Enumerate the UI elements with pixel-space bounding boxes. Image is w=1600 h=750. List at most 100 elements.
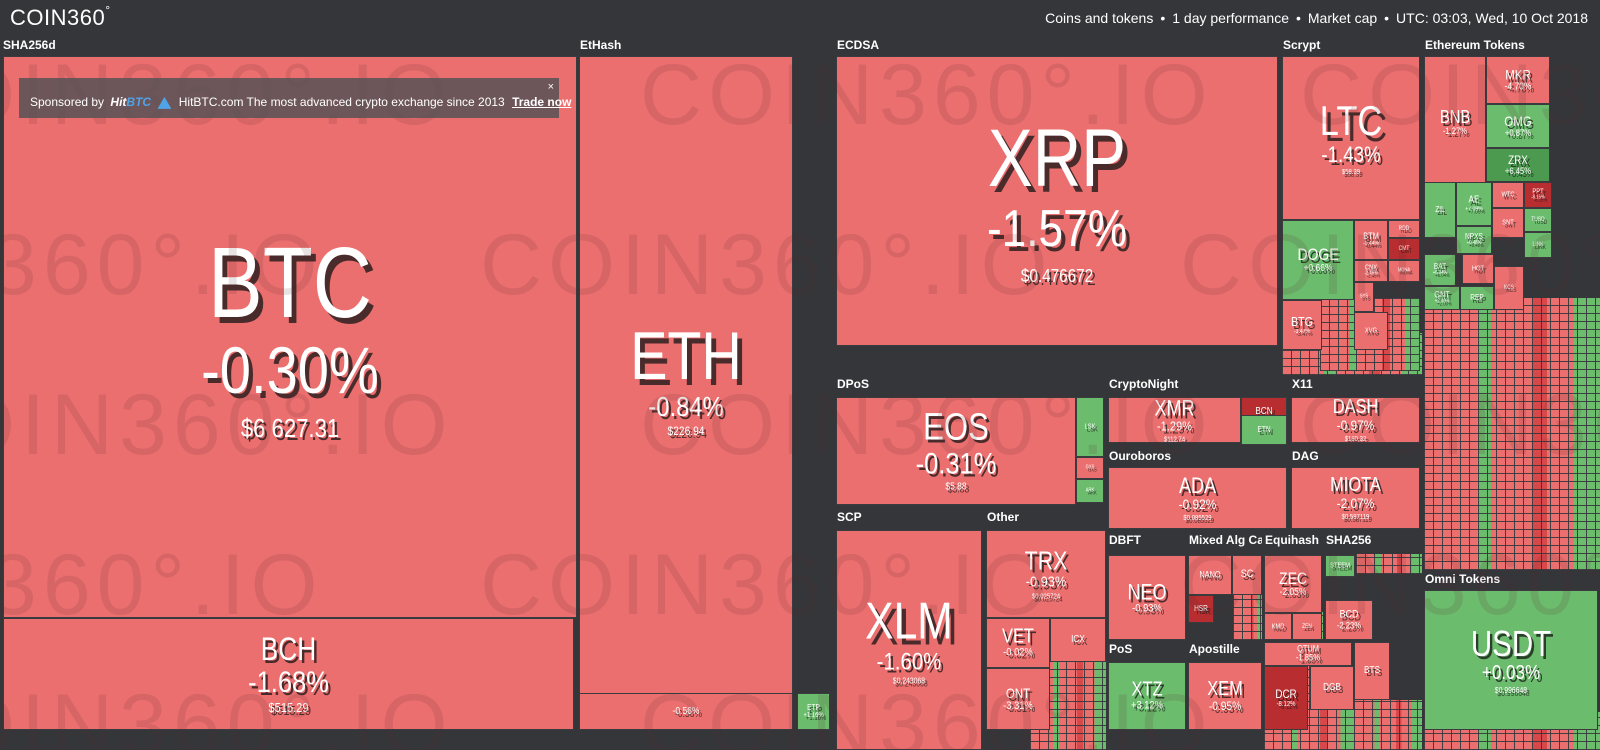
group-label[interactable]: EtHash: [580, 38, 622, 52]
coin-tile-sys[interactable]: SYS: [1354, 282, 1374, 312]
group-label[interactable]: ECDSA: [837, 38, 880, 52]
coin-tile-steem[interactable]: STEEM: [1325, 555, 1355, 577]
coin-tile-dcr[interactable]: DCR -8.12%: [1264, 666, 1308, 730]
group-label[interactable]: SHA256d: [3, 38, 56, 52]
coin-tile-rep[interactable]: REP: [1460, 286, 1494, 310]
coin-tile-ont[interactable]: ONT -3.31%: [986, 668, 1050, 730]
group-label[interactable]: DAG: [1292, 449, 1319, 463]
coin-tile-mkr[interactable]: MKR -4.70%: [1486, 56, 1550, 104]
coin-tile-ltc[interactable]: LTC -1.43% $58.39: [1282, 56, 1420, 220]
coin-tile-vet[interactable]: VET -0.02%: [986, 618, 1050, 668]
coin-tile-etp[interactable]: ETP +1.16%: [797, 693, 830, 730]
coin-tile-sc[interactable]: SC: [1232, 555, 1262, 595]
coin-tile-ppt[interactable]: PPT -8.15%: [1524, 182, 1552, 208]
coins-filter[interactable]: Coins and tokens: [1045, 10, 1154, 26]
coin-tile-neo[interactable]: NEO -0.93%: [1108, 555, 1186, 640]
coin-tile-btm[interactable]: BTM -0.44%: [1354, 220, 1388, 260]
group-label[interactable]: SHA256: [1326, 533, 1372, 547]
coin-tile-btc[interactable]: BTC -0.30% $6 627.31: [3, 56, 577, 618]
coin-symbol: BTM: [1363, 231, 1379, 242]
coin-tile-npxs[interactable]: NPXS +0.48%: [1456, 226, 1492, 254]
coin-tile-etc[interactable]: ETC-0.56%: [579, 693, 793, 730]
coin-tile-xtz[interactable]: XTZ +3.12%: [1108, 662, 1186, 730]
coin-tile-eth[interactable]: ETH -0.84% $226.94: [579, 56, 793, 702]
coin-tile-etn[interactable]: ETN: [1241, 415, 1287, 445]
coin-change: -4.70%: [1504, 81, 1532, 93]
coin-tile-btg[interactable]: BTG -3.47%: [1282, 300, 1322, 350]
coin-tile-tusd[interactable]: TUSD: [1524, 208, 1552, 232]
group-label[interactable]: Apostille: [1189, 642, 1240, 656]
coin-tile-dash[interactable]: DASH -0.97% $180.32: [1291, 397, 1420, 443]
coin-label: XEM -0.95%: [1189, 679, 1261, 713]
coin-tile-hsr[interactable]: HSR: [1188, 595, 1214, 623]
group-label[interactable]: CryptoNight: [1109, 377, 1179, 391]
small-coin-mosaic[interactable]: [1354, 700, 1422, 750]
group-label[interactable]: Mixed Alg Cat: [1189, 533, 1268, 547]
coin360-logo[interactable]: COIN360°: [10, 3, 111, 31]
coin-tile-cmt[interactable]: CMT: [1388, 238, 1420, 260]
coin-tile-bch[interactable]: BCH -1.68% $515.29: [3, 618, 574, 730]
coin-tile-rdd[interactable]: RDD: [1388, 220, 1420, 238]
coin-tile-hot[interactable]: HOT: [1462, 254, 1494, 284]
coin-tile-xrp[interactable]: XRP -1.57% $0.476672: [836, 56, 1278, 346]
coin-tile-bts[interactable]: BTS: [1354, 642, 1390, 700]
coin-tile-cnx[interactable]: CNX -2.45%: [1354, 260, 1388, 282]
small-coin-mosaic[interactable]: [1356, 554, 1422, 574]
trade-now-link[interactable]: Trade now: [512, 95, 572, 109]
coin-tile-xem[interactable]: XEM -0.95%: [1188, 662, 1262, 730]
coin-tile-eos[interactable]: EOS -0.31% $5.88: [836, 397, 1076, 505]
coin-tile-zrx[interactable]: ZRX +6.45%: [1486, 148, 1550, 182]
coin-tile-link[interactable]: LINK: [1524, 232, 1552, 258]
small-coin-mosaic[interactable]: [1424, 298, 1600, 570]
coin-tile-bnb[interactable]: BNB -1.27%: [1424, 56, 1486, 188]
coin-price: $6 627.31: [240, 413, 340, 444]
coin-tile-snt[interactable]: SNT: [1492, 208, 1524, 238]
coin-tile-lsk[interactable]: LSK: [1076, 397, 1104, 457]
coin-tile-usdt[interactable]: USDT +0.03% $0.996648: [1424, 590, 1598, 730]
group-label[interactable]: Equihash: [1265, 533, 1320, 547]
coin-tile-omg[interactable]: OMG +0.87%: [1486, 104, 1550, 148]
group-label[interactable]: PoS: [1109, 642, 1133, 656]
group-label[interactable]: Omni Tokens: [1425, 572, 1501, 586]
metric-filter[interactable]: Market cap: [1307, 10, 1378, 26]
coin-tile-trx[interactable]: TRX -0.93% $0.025724: [986, 530, 1106, 618]
coin-price: $180.32: [1344, 435, 1367, 443]
group-label[interactable]: Ouroboros: [1109, 449, 1171, 463]
group-label[interactable]: SCP: [837, 510, 862, 524]
coin-tile-ae[interactable]: AE +7.09%: [1456, 182, 1492, 226]
coin-tile-mona[interactable]: MONA: [1388, 260, 1420, 282]
coin-tile-xmr[interactable]: XMR -1.29% $112.74: [1108, 397, 1241, 443]
coin-tile-zil[interactable]: ZIL: [1424, 182, 1456, 238]
group-label[interactable]: Other: [987, 510, 1020, 524]
coin-tile-zen[interactable]: ZEN: [1292, 613, 1322, 640]
coin-tile-xlm[interactable]: XLM -1.60% $0.243068: [836, 530, 982, 750]
coin-tile-nano[interactable]: NANO: [1188, 555, 1232, 595]
group-label[interactable]: Ethereum Tokens: [1425, 38, 1525, 52]
coin-tile-gnt[interactable]: GNT +2.00%: [1424, 286, 1460, 310]
coin-tile-kcs[interactable]: KCS: [1494, 266, 1524, 310]
coin-tile-dgb[interactable]: DGB: [1310, 666, 1354, 710]
coin-tile-bcd[interactable]: BCD -2.23%: [1325, 600, 1373, 640]
coin-symbol: LINK: [1532, 241, 1544, 248]
coin-tile-zec[interactable]: ZEC -2.05%: [1264, 555, 1322, 613]
coin-tile-miota[interactable]: MIOTA -2.07% $0.587119: [1291, 467, 1420, 529]
coin-tile-bat[interactable]: BAT +6.04%: [1424, 254, 1456, 286]
period-filter[interactable]: 1 day performance: [1172, 10, 1289, 26]
coin-tile-qtum[interactable]: QTUM -1.85%: [1264, 642, 1352, 666]
group-label[interactable]: DPoS: [837, 377, 870, 391]
coin-tile-doge[interactable]: DOGE +0.66%: [1282, 220, 1354, 300]
sponsor-banner[interactable]: Sponsored by HitBTC HitBTC.com The most …: [19, 78, 571, 118]
coin-tile-ada[interactable]: ADA -0.92% $0.085529: [1108, 467, 1287, 529]
group-label[interactable]: DBFT: [1109, 533, 1141, 547]
coin-tile-icx[interactable]: ICX: [1050, 618, 1106, 662]
coin-tile-xvg[interactable]: XVG: [1354, 312, 1388, 350]
coin-label: ARK: [1077, 488, 1103, 494]
coin-tile-ark[interactable]: ARK: [1076, 479, 1104, 503]
group-label[interactable]: Scrypt: [1283, 38, 1321, 52]
coin-tile-gxs[interactable]: GXS: [1076, 457, 1104, 479]
coin-tile-wtc[interactable]: WTC: [1492, 182, 1524, 208]
close-icon[interactable]: ×: [547, 81, 554, 93]
coin-symbol: MKR: [1505, 66, 1531, 83]
coin-tile-kmd[interactable]: KMD: [1264, 613, 1292, 640]
group-label[interactable]: X11: [1292, 377, 1313, 391]
